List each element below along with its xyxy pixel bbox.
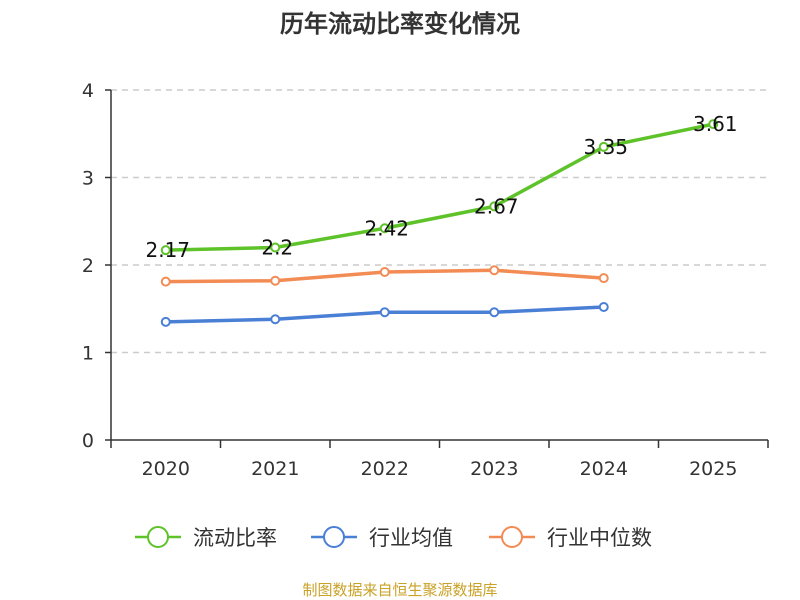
- source-note: 制图数据来自恒生聚源数据库: [302, 581, 497, 599]
- data-labels: 2.17 2.2 2.42 2.67 3.35 3.61: [145, 112, 737, 262]
- legend-marker: [323, 526, 345, 548]
- legend: 流动比率 行业均值 行业中位数: [135, 526, 652, 550]
- x-tick-label: 2022: [361, 458, 409, 480]
- data-point: [379, 223, 390, 234]
- x-tick-label: 2025: [689, 458, 737, 480]
- legend-marker: [501, 526, 523, 548]
- legend-label: 行业均值: [369, 526, 453, 550]
- y-tick-label: 1: [82, 343, 94, 365]
- data-label: 2.42: [364, 216, 409, 240]
- data-label: 3.35: [583, 135, 628, 159]
- data-point: [489, 307, 500, 318]
- y-tick-label: 3: [82, 168, 94, 190]
- legend-item[interactable]: 流动比率: [135, 526, 277, 550]
- data-point: [270, 275, 281, 286]
- data-point: [270, 314, 281, 325]
- y-tick-label: 4: [82, 80, 94, 102]
- data-point: [379, 267, 390, 277]
- data-point: [598, 302, 609, 312]
- legend-label: 行业中位数: [547, 526, 652, 550]
- data-label: 3.61: [693, 112, 738, 136]
- series-line: [165, 122, 714, 252]
- data-point: [598, 273, 609, 284]
- data-point: [598, 141, 609, 152]
- x-tick-label: 2020: [142, 458, 190, 480]
- legend-item[interactable]: 行业均值: [311, 526, 453, 550]
- axes: 0 1 2 3 4 2020 2021 2022 2023 2024 2025: [82, 80, 769, 480]
- chart-title: 历年流动比率变化情况: [280, 10, 520, 38]
- legend-item[interactable]: 行业中位数: [489, 526, 652, 550]
- data-label: 2.2: [261, 236, 293, 260]
- data-label: 2.67: [474, 194, 519, 218]
- data-point: [489, 265, 500, 276]
- data-point: [708, 119, 719, 130]
- legend-marker: [147, 526, 169, 548]
- series-layer: [160, 119, 719, 327]
- data-point: [489, 201, 500, 212]
- data-point: [160, 276, 171, 287]
- data-point: [160, 316, 171, 327]
- data-point: [270, 242, 281, 253]
- data-point: [379, 307, 390, 318]
- x-tick-label: 2021: [251, 458, 299, 480]
- y-tick-label: 2: [82, 255, 94, 277]
- data-label: 2.17: [145, 238, 190, 262]
- y-tick-label: 0: [82, 430, 94, 452]
- x-tick-label: 2023: [470, 458, 518, 480]
- x-tick-label: 2024: [580, 458, 628, 480]
- legend-label: 流动比率: [193, 526, 277, 550]
- data-point: [160, 245, 171, 256]
